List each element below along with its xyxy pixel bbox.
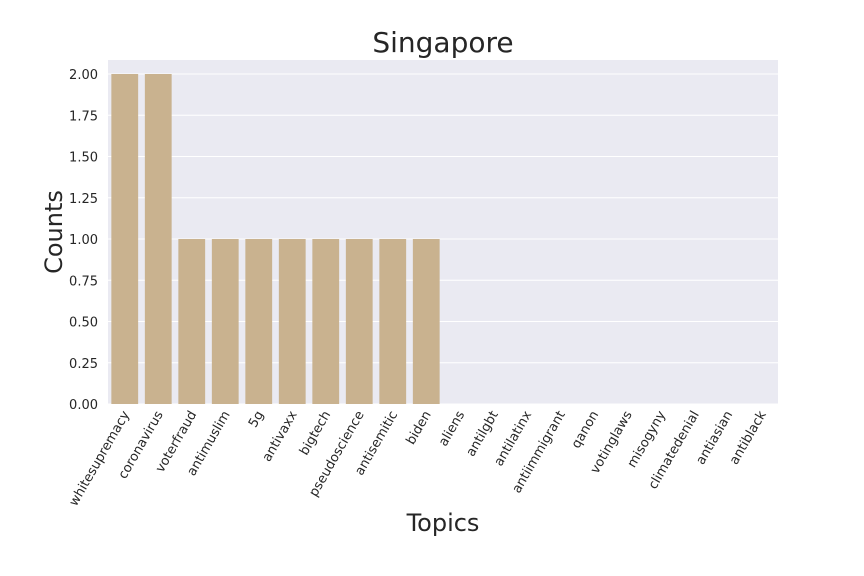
y-tick-labels: 0.00 0.25 0.50 0.75 1.00 1.25 1.50 1.75 2.00 (69, 68, 98, 413)
y-tick-label: 0.75 (69, 274, 98, 289)
x-tick-label: bigtech (297, 409, 334, 459)
x-tick-label: biden (404, 409, 435, 448)
chart-title: Singapore (372, 26, 513, 59)
y-tick-label: 1.50 (69, 151, 98, 166)
bar-antisemitic (379, 239, 407, 404)
y-tick-label: 0.50 (69, 316, 98, 331)
bar-coronavirus (144, 74, 172, 404)
x-axis-label: Topics (406, 509, 480, 537)
x-tick-label: whitesupremacy (67, 408, 134, 509)
y-tick-label: 0.00 (69, 398, 98, 413)
bar-bigtech (312, 239, 340, 404)
bar-biden (412, 239, 440, 404)
x-tick-label: aliens (436, 408, 468, 449)
bar-pseudoscience (345, 239, 373, 404)
bar-5g (245, 239, 273, 404)
bars (111, 74, 440, 404)
x-tick-label: 5g (246, 409, 267, 431)
y-tick-label: 1.75 (69, 109, 98, 124)
y-tick-label: 1.25 (69, 192, 98, 207)
x-tick-label: qanon (569, 409, 602, 452)
bar-antimuslim (211, 239, 239, 404)
x-tick-label: antilgbt (464, 409, 502, 460)
y-axis-label: Counts (40, 190, 68, 274)
y-tick-label: 0.25 (69, 357, 98, 372)
plot-background (108, 60, 778, 404)
y-tick-label: 2.00 (69, 68, 98, 83)
x-tick-labels: whitesupremacycoronavirusvoterfraudantim… (67, 408, 770, 509)
bar-voterfraud (178, 239, 206, 404)
y-tick-label: 1.00 (69, 233, 98, 248)
bar-whitesupremacy (111, 74, 139, 404)
bar-antivaxx (278, 239, 306, 404)
